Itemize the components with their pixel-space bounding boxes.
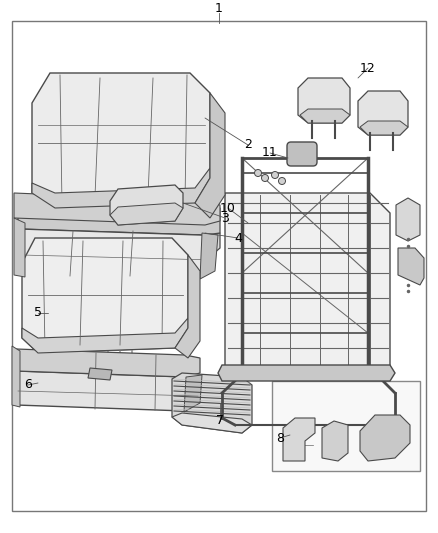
Text: 4: 4 [234,231,242,245]
Polygon shape [398,248,424,285]
Polygon shape [32,73,210,208]
Polygon shape [300,109,350,123]
Polygon shape [12,346,20,407]
Polygon shape [218,365,395,381]
Polygon shape [298,78,350,123]
FancyBboxPatch shape [287,142,317,166]
Polygon shape [172,373,252,433]
Polygon shape [184,375,202,412]
Polygon shape [88,368,112,380]
Text: 11: 11 [262,147,278,159]
Text: 10: 10 [220,201,236,214]
Text: 7: 7 [216,415,224,427]
Polygon shape [175,255,200,358]
Circle shape [254,169,261,176]
Polygon shape [32,168,210,208]
Polygon shape [14,218,25,277]
Polygon shape [16,371,200,411]
Text: 1: 1 [215,3,223,15]
Polygon shape [358,91,408,135]
Polygon shape [110,185,183,225]
Text: 3: 3 [221,212,229,224]
Polygon shape [18,229,220,261]
Polygon shape [110,203,183,225]
Text: 12: 12 [360,61,376,75]
Text: 5: 5 [34,306,42,319]
Polygon shape [14,193,220,225]
Polygon shape [195,93,225,218]
Text: 8: 8 [276,432,284,445]
Polygon shape [18,199,220,235]
Circle shape [279,177,286,184]
Polygon shape [200,233,218,279]
Polygon shape [172,413,252,433]
Polygon shape [360,415,410,461]
Polygon shape [396,198,420,241]
Circle shape [261,174,268,182]
Text: 2: 2 [244,139,252,151]
Bar [272,381,420,471]
Text: 6: 6 [24,378,32,392]
Polygon shape [360,121,408,135]
Polygon shape [16,349,200,377]
Polygon shape [225,193,390,375]
Circle shape [272,172,279,179]
Polygon shape [322,421,348,461]
Polygon shape [22,318,188,353]
Polygon shape [20,229,215,278]
Polygon shape [283,418,315,461]
Polygon shape [22,238,188,353]
